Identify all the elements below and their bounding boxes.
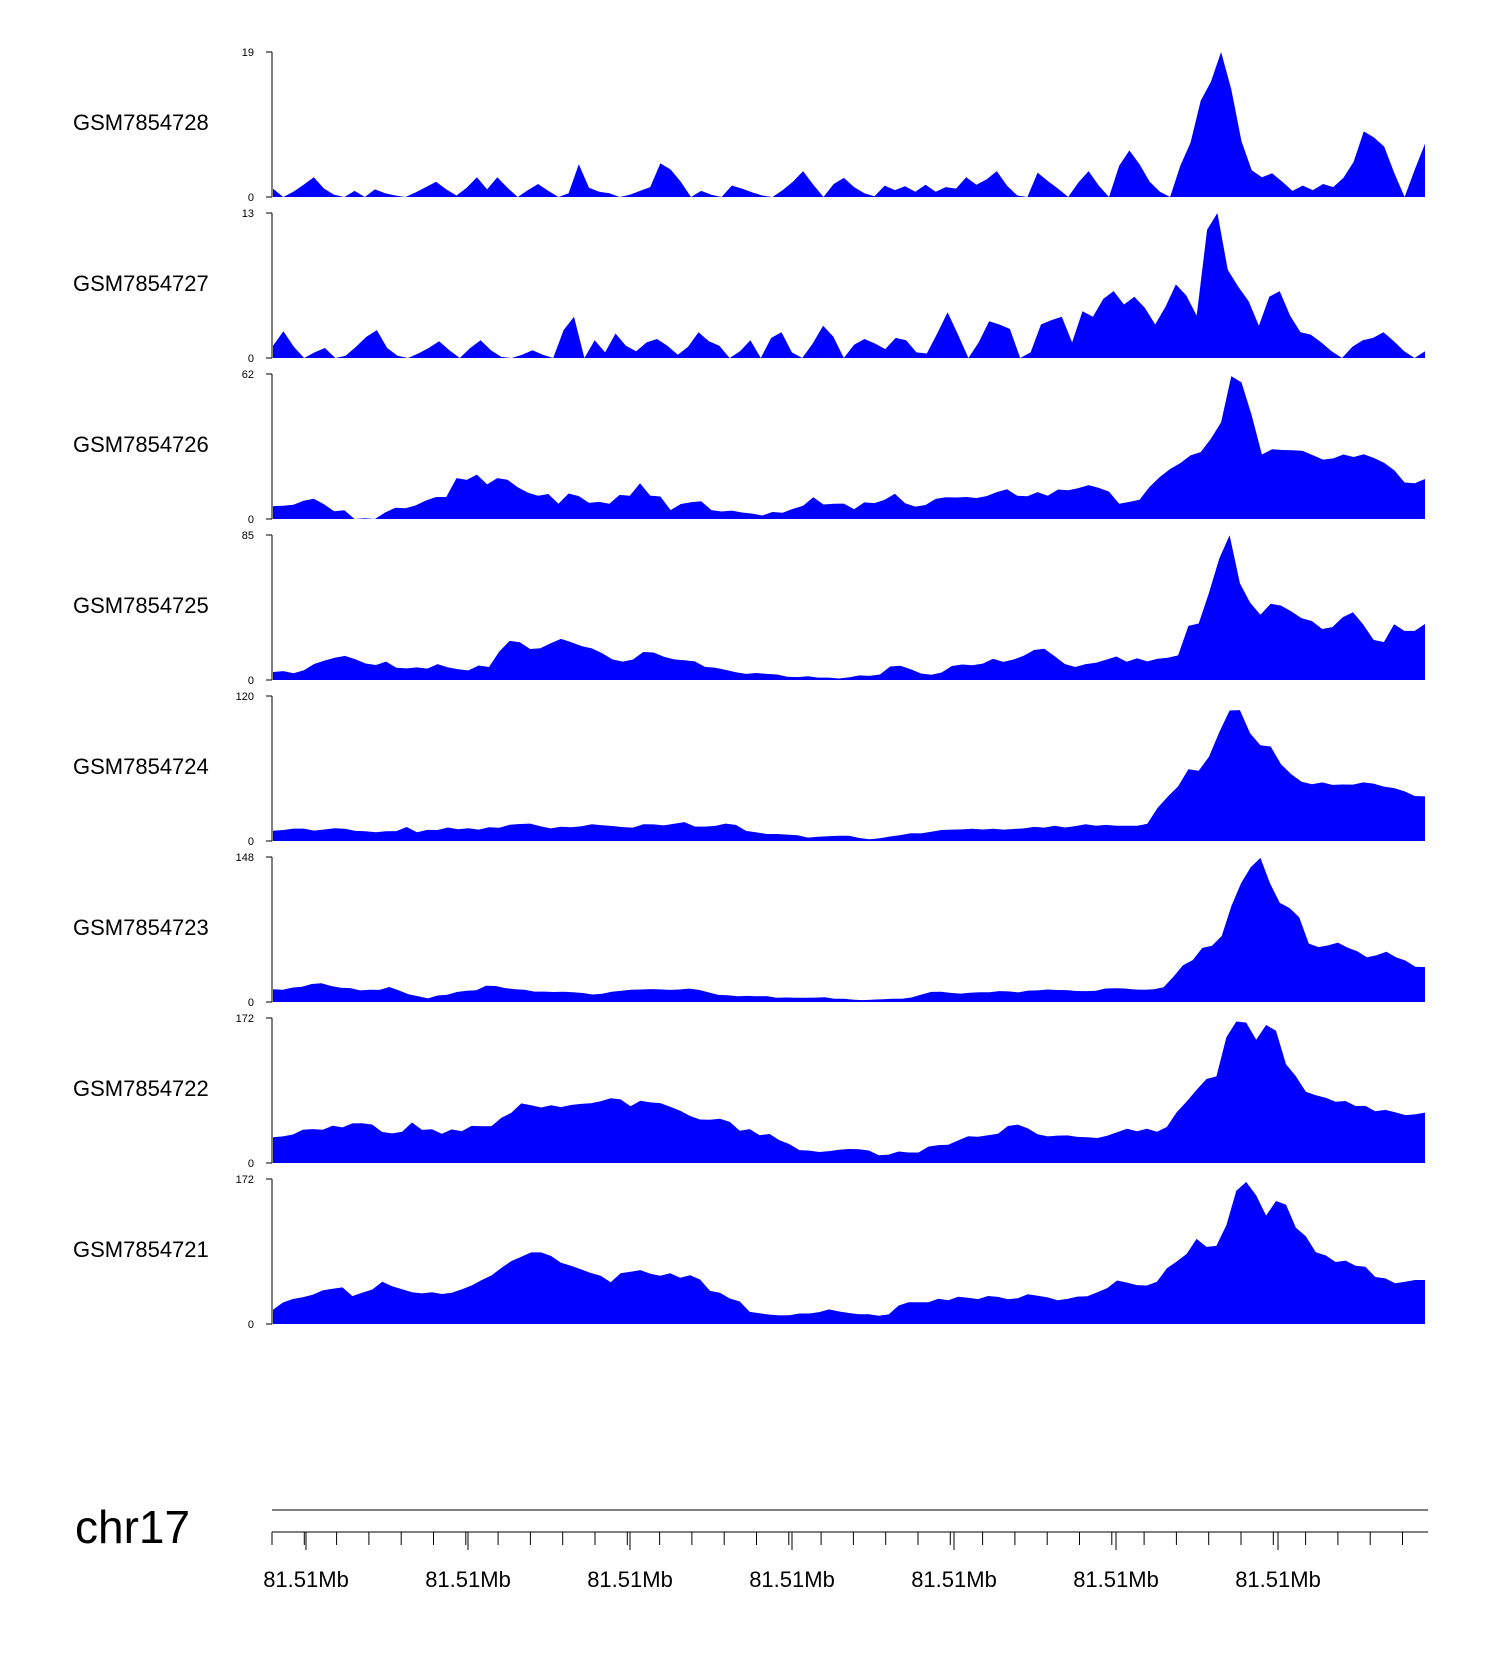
coverage-area [273, 1182, 1425, 1324]
track-label: GSM7854721 [73, 1237, 209, 1262]
y-axis-max-label: 172 [236, 1174, 254, 1186]
track-GSM7854725: GSM7854725 85 0 [73, 530, 1425, 687]
x-tick-label: 81.51Mb [1235, 1567, 1321, 1592]
y-axis-max-label: 172 [236, 1013, 254, 1025]
x-tick-label: 81.51Mb [263, 1567, 349, 1592]
x-tick-label: 81.51Mb [911, 1567, 997, 1592]
track-GSM7854723: GSM7854723 148 0 [73, 852, 1425, 1009]
tracks-layer: GSM7854728190GSM7854727130GSM7854726620G… [73, 47, 1425, 1331]
track-label: GSM7854722 [73, 1076, 209, 1101]
y-axis-min-label: 0 [248, 997, 254, 1009]
coverage-area [273, 710, 1425, 841]
track-GSM7854722: GSM7854722 172 0 [73, 1013, 1425, 1170]
y-axis-min-label: 0 [248, 192, 254, 204]
x-tick-label: 81.51Mb [587, 1567, 673, 1592]
y-axis-min-label: 0 [248, 1319, 254, 1331]
coverage-area [273, 213, 1425, 358]
coverage-area [273, 857, 1425, 1002]
x-tick-label: 81.51Mb [1073, 1567, 1159, 1592]
track-GSM7854728: GSM7854728 19 0 [73, 47, 1425, 204]
y-axis-max-label: 85 [242, 530, 254, 542]
genome-axis: chr17 81.51Mb 81.51Mb 81.51Mb 81.51Mb 81.51M… [75, 1501, 1428, 1592]
track-label: GSM7854723 [73, 915, 209, 940]
track-GSM7854727: GSM7854727 13 0 [73, 208, 1425, 365]
y-axis-max-label: 13 [242, 208, 254, 220]
y-axis-max-label: 19 [242, 47, 254, 59]
coverage-area [273, 52, 1425, 197]
track-label: GSM7854728 [73, 110, 209, 135]
y-axis-max-label: 120 [236, 691, 254, 703]
y-axis-min-label: 0 [248, 514, 254, 526]
y-axis-min-label: 0 [248, 836, 254, 848]
chromosome-label: chr17 [75, 1501, 190, 1553]
y-axis-min-label: 0 [248, 675, 254, 687]
track-label: GSM7854726 [73, 432, 209, 457]
track-label: GSM7854725 [73, 593, 209, 618]
y-axis-min-label: 0 [248, 1158, 254, 1170]
y-axis-min-label: 0 [248, 353, 254, 365]
coverage-area [273, 535, 1425, 680]
track-label: GSM7854724 [73, 754, 209, 779]
y-axis-max-label: 62 [242, 369, 254, 381]
x-tick-label: 81.51Mb [749, 1567, 835, 1592]
track-label: GSM7854727 [73, 271, 209, 296]
coverage-area [273, 376, 1425, 519]
track-GSM7854724: GSM7854724 120 0 [73, 691, 1425, 848]
genome-ticks: 81.51Mb 81.51Mb 81.51Mb 81.51Mb 81.51Mb 81.51… [263, 1532, 1403, 1592]
track-GSM7854726: GSM7854726 62 0 [73, 369, 1425, 526]
track-GSM7854721: GSM7854721 172 0 [73, 1174, 1425, 1331]
coverage-area [273, 1021, 1425, 1163]
y-axis-max-label: 148 [236, 852, 254, 864]
x-tick-label: 81.51Mb [425, 1567, 511, 1592]
